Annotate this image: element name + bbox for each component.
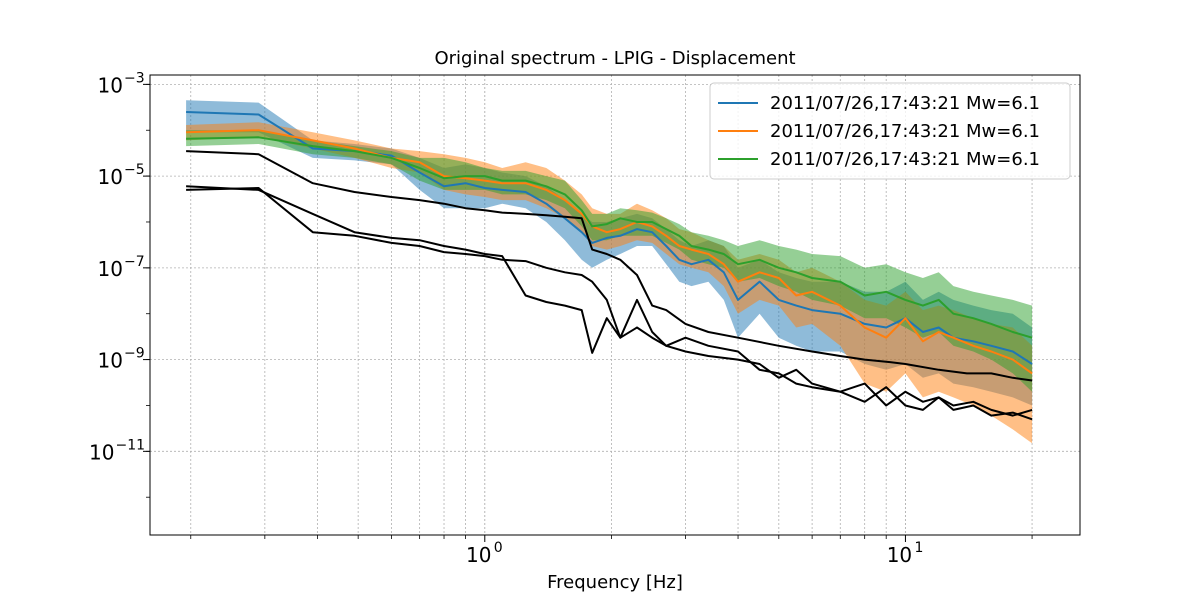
legend-label: 2011/07/26,17:43:21 Mw=6.1: [770, 93, 1040, 114]
y-tick-label: 10: [98, 257, 123, 281]
y-tick-exponent: −3: [124, 70, 145, 86]
legend: 2011/07/26,17:43:21 Mw=6.1 2011/07/26,17:…: [709, 82, 1071, 180]
plot-frame: [149, 74, 1081, 536]
x-tick-label: 10: [466, 543, 491, 567]
axis-ticks: 10 0 10 110 −310 −510 −710 −910 −11: [89, 70, 1033, 567]
noise-line-5: [186, 185, 1033, 417]
y-tick-exponent: −9: [124, 346, 145, 362]
chart-title: Original spectrum - LPIG - Displacement: [434, 48, 795, 69]
series-line-3: [186, 136, 1033, 339]
legend-label: 2011/07/26,17:43:21 Mw=6.1: [770, 121, 1040, 142]
x-tick-exponent: 0: [494, 540, 503, 556]
y-tick-label: 10: [98, 73, 123, 97]
y-tick-exponent: −7: [124, 254, 145, 270]
series-line-1: [186, 111, 1033, 365]
legend-label: 2011/07/26,17:43:21 Mw=6.1: [770, 149, 1040, 170]
x-tick-exponent: 1: [914, 540, 923, 556]
y-tick-label: 10: [89, 440, 114, 464]
y-tick-label: 10: [98, 349, 123, 373]
y-tick-exponent: −5: [124, 162, 145, 178]
y-tick-exponent: −11: [116, 437, 146, 453]
legend-box: [709, 82, 1071, 180]
y-tick-label: 10: [98, 165, 123, 189]
confidence-bands: [186, 100, 1033, 444]
noise-line-6: [186, 187, 1033, 421]
series-lines: [186, 111, 1033, 421]
x-axis-title: Frequency [Hz]: [547, 572, 683, 593]
noise-line-4: [186, 150, 1033, 382]
x-tick-label: 10: [887, 543, 912, 567]
